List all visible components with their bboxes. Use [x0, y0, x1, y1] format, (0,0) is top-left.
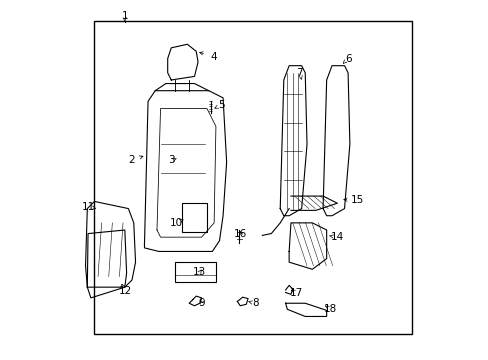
Text: 16: 16 — [234, 229, 247, 239]
Text: 2: 2 — [128, 156, 135, 165]
Text: 8: 8 — [251, 298, 258, 308]
Text: 6: 6 — [344, 54, 351, 64]
Text: 5: 5 — [218, 100, 224, 110]
Bar — [175, 262, 216, 282]
Text: 18: 18 — [323, 303, 336, 314]
Text: 4: 4 — [210, 52, 217, 62]
Text: 3: 3 — [167, 156, 174, 165]
Text: 13: 13 — [193, 267, 206, 277]
Text: 17: 17 — [289, 288, 302, 297]
Text: 12: 12 — [119, 286, 132, 296]
Text: 7: 7 — [296, 68, 303, 78]
Text: 15: 15 — [350, 195, 363, 204]
Text: 14: 14 — [330, 232, 343, 242]
Bar — [182, 203, 206, 232]
Text: 10: 10 — [169, 218, 182, 228]
Text: 11: 11 — [81, 202, 95, 212]
Text: 1: 1 — [122, 12, 128, 21]
Bar — [94, 21, 411, 334]
Text: 9: 9 — [198, 298, 204, 308]
